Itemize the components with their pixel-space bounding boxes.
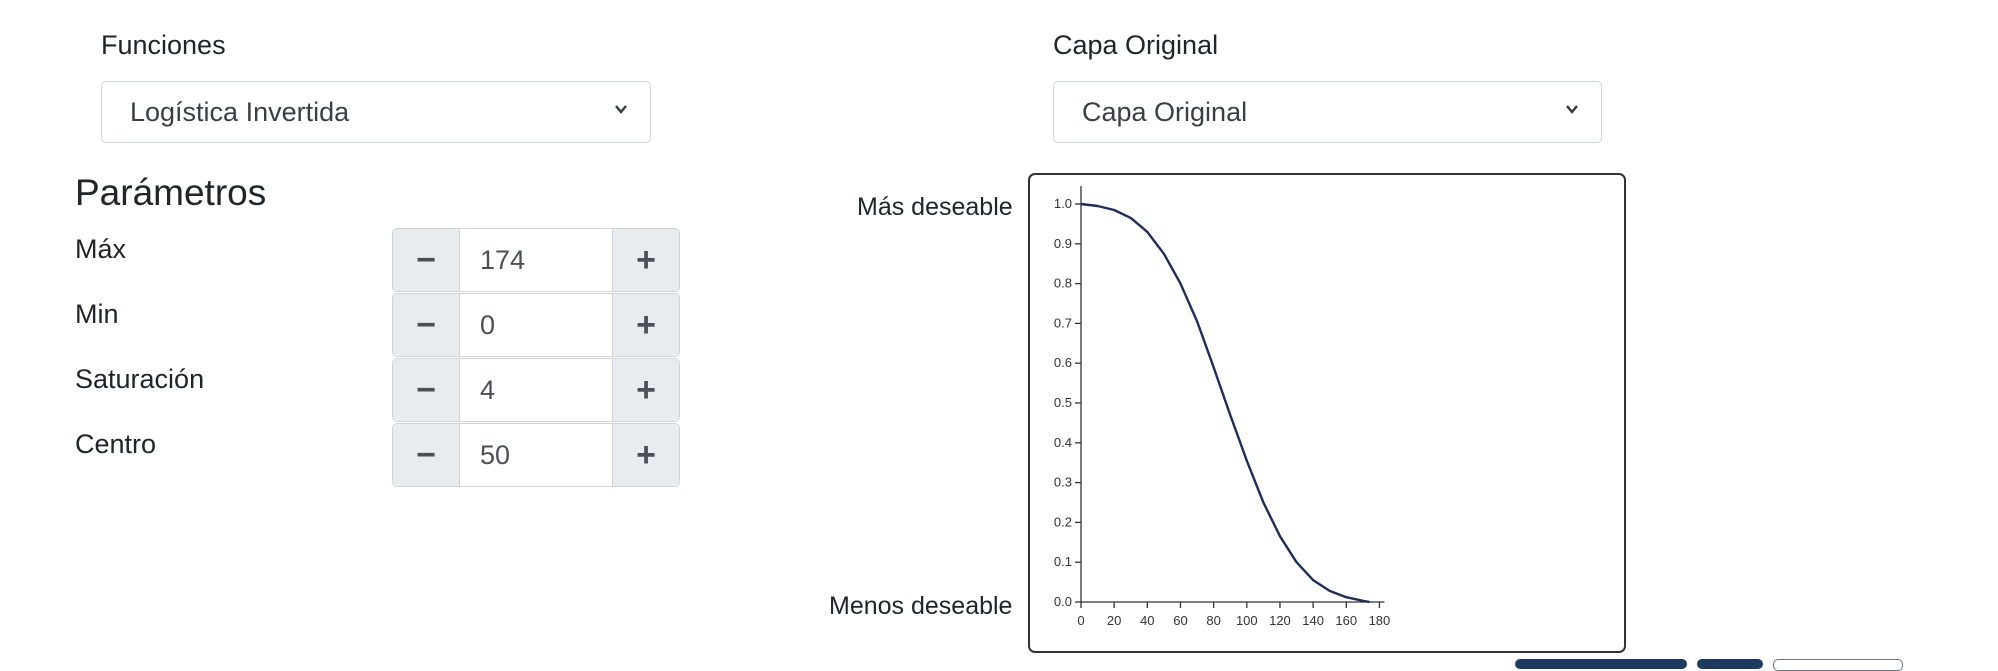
max-increment-button[interactable]: +: [612, 229, 679, 291]
param-label-saturacion: Saturación: [75, 364, 205, 394]
x-tick-label: 120: [1269, 613, 1291, 628]
centro-increment-button[interactable]: +: [612, 424, 679, 486]
bottom-button-1[interactable]: [1515, 659, 1687, 669]
chevron-down-icon: [1566, 105, 1578, 114]
chart-label-bottom: Menos deseable: [829, 592, 1013, 620]
chart-label-top: Más deseable: [857, 193, 1013, 221]
bottom-button-2[interactable]: [1697, 659, 1763, 669]
saturacion-increment-button[interactable]: +: [612, 359, 679, 421]
x-tick-label: 180: [1369, 613, 1391, 628]
y-tick-label: 0.9: [1054, 236, 1072, 251]
series-line: [1080, 202, 1370, 604]
min-input[interactable]: 0: [480, 309, 496, 340]
y-tick-label: 0.6: [1054, 355, 1072, 370]
min-decrement-button[interactable]: −: [393, 294, 460, 356]
y-tick-label: 0.8: [1054, 276, 1072, 291]
param-label-centro: Centro: [75, 429, 157, 459]
saturacion-input[interactable]: 4: [480, 374, 496, 405]
capa-select-value: Capa Original: [1082, 96, 1248, 127]
centro-decrement-button[interactable]: −: [393, 424, 460, 486]
x-tick-label: 140: [1302, 613, 1324, 628]
centro-stepper: − 50 +: [392, 423, 680, 487]
min-stepper: − 0 +: [392, 293, 680, 357]
capa-select[interactable]: Capa Original: [1053, 81, 1602, 143]
funciones-select[interactable]: Logística Invertida: [101, 81, 651, 143]
y-tick-label: 1.0: [1054, 196, 1072, 211]
param-label-min: Min: [75, 299, 119, 329]
y-tick-label: 0.7: [1054, 315, 1072, 330]
x-tick-label: 20: [1107, 613, 1121, 628]
x-tick-label: 80: [1206, 613, 1220, 628]
saturacion-stepper: − 4 +: [392, 358, 680, 422]
x-tick-label: 0: [1077, 613, 1084, 628]
x-tick-label: 40: [1140, 613, 1154, 628]
saturacion-decrement-button[interactable]: −: [393, 359, 460, 421]
y-tick-label: 0.2: [1054, 514, 1072, 529]
funciones-select-value: Logística Invertida: [130, 96, 350, 127]
centro-input[interactable]: 50: [480, 439, 511, 470]
funciones-label: Funciones: [101, 30, 226, 60]
y-tick-label: 0.1: [1054, 554, 1072, 569]
chart-svg: 0.0 0.1 0.2 0.3 0.4 0.5 0.6 0.7 0.8 0.9 1.0 0 20 40 60…: [1054, 186, 1391, 628]
min-increment-button[interactable]: +: [612, 294, 679, 356]
bottom-button-3[interactable]: [1773, 659, 1903, 671]
x-tick-label: 160: [1335, 613, 1357, 628]
max-input[interactable]: 174: [480, 244, 526, 275]
x-tick-label: 60: [1173, 613, 1187, 628]
capa-label: Capa Original: [1053, 30, 1219, 60]
chevron-down-icon: [615, 105, 627, 114]
x-tick-label: 100: [1236, 613, 1258, 628]
param-label-max: Máx: [75, 234, 127, 264]
y-tick-label: 0.0: [1054, 594, 1072, 609]
y-tick-label: 0.3: [1054, 475, 1072, 490]
max-decrement-button[interactable]: −: [393, 229, 460, 291]
y-tick-label: 0.4: [1054, 435, 1072, 450]
y-tick-label: 0.5: [1054, 395, 1072, 410]
desirability-chart: 0.0 0.1 0.2 0.3 0.4 0.5 0.6 0.7 0.8 0.9 1.0 0 20 40 60…: [1028, 173, 1626, 653]
max-stepper: − 174 +: [392, 228, 680, 292]
parametros-title: Parámetros: [75, 172, 267, 213]
